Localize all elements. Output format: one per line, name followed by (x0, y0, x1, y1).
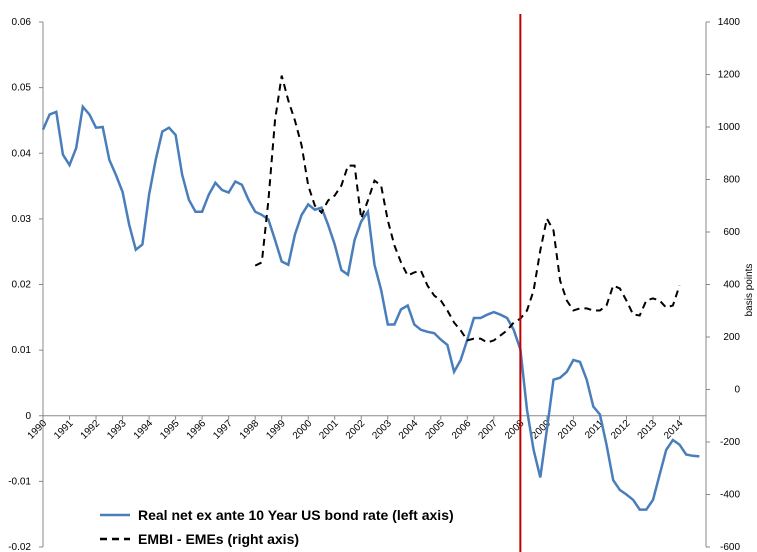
y2-tick-label: 200 (723, 332, 740, 343)
y2-tick-label: 1000 (718, 122, 741, 133)
x-tick-label: 2013 (636, 418, 660, 442)
x-tick-label: 1995 (158, 418, 182, 442)
data-line (41, 103, 700, 511)
x-tick-label: 2000 (291, 418, 315, 442)
y2-tick-label: 1200 (718, 70, 741, 81)
x-tick-label: 1997 (211, 418, 235, 442)
x-tick-label: 2006 (450, 418, 474, 442)
legend-label: Real net ex ante 10 Year US bond rate (l… (138, 507, 454, 523)
y-tick-label: 0.06 (12, 17, 32, 28)
x-tick-label: 2008 (503, 418, 527, 442)
y2-axis-label: basis points (744, 264, 755, 317)
x-tick-label: 2005 (423, 418, 447, 442)
x-tick-label: 2014 (662, 418, 686, 442)
x-tick-label: 1992 (79, 418, 103, 442)
x-tick-label: 2012 (609, 418, 633, 442)
x-tick-label: 1996 (185, 418, 209, 442)
y2-tick-label: 1400 (718, 17, 741, 28)
y-tick-label: 0.01 (12, 345, 32, 356)
x-tick-label: 1993 (105, 418, 129, 442)
x-tick-label: 1994 (132, 418, 156, 442)
y-tick-label: 0.02 (12, 280, 32, 291)
y-tick-label: 0 (25, 411, 31, 422)
x-tick-label: 2007 (476, 418, 500, 442)
y2-tick-label: 0 (734, 385, 740, 396)
x-tick-label: 1999 (264, 418, 288, 442)
y-tick-label: 0.04 (12, 148, 32, 159)
x-tick-label: 2004 (397, 418, 421, 442)
x-tick-label: 2002 (344, 418, 368, 442)
y2-tick-label: 400 (723, 280, 740, 291)
y2-tick-label: -600 (720, 542, 740, 552)
x-tick-label: 2009 (529, 418, 553, 442)
x-tick-label: 1991 (52, 418, 76, 442)
y-tick-label: -0.01 (8, 476, 31, 487)
legend-label: EMBI - EMEs (right axis) (138, 531, 299, 547)
x-tick-label: 2010 (556, 418, 580, 442)
x-tick-label: 2003 (370, 418, 394, 442)
data-line (254, 75, 681, 344)
y2-tick-label: -200 (720, 437, 740, 448)
y-tick-label: 0.03 (12, 214, 32, 225)
y2-tick-label: 800 (723, 175, 740, 186)
y2-tick-label: 600 (723, 227, 740, 238)
x-tick-label: 1998 (238, 418, 262, 442)
y-tick-label: -0.02 (8, 542, 31, 552)
y-tick-label: 0.05 (12, 83, 32, 94)
x-tick-label: 2001 (317, 418, 341, 442)
y2-tick-label: -400 (720, 490, 740, 501)
